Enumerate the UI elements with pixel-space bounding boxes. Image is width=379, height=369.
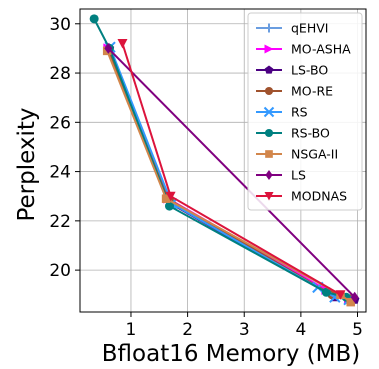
legend-item: qEHVI [256,21,328,36]
data-point [350,291,359,303]
y-tick-label: 20 [49,261,71,281]
data-point [117,38,128,49]
x-tick-label: 4 [295,320,306,340]
data-point [104,42,113,54]
legend-marker [264,86,274,96]
legend-item: MO-RE [256,84,333,99]
legend-label: qEHVI [291,21,328,36]
legend-item: RS-BO [256,126,330,141]
series-line [106,50,352,303]
data-point [164,201,174,211]
data-point [346,297,355,307]
legend-marker [263,106,275,118]
series-modnas [117,38,346,300]
legend-label: LS [291,168,306,183]
y-tick-label: 22 [49,212,71,232]
legend-label: LS-BO [291,63,328,78]
data-point [89,14,99,24]
legend-item: LS-BO [256,63,328,78]
x-tick-label: 2 [182,320,193,340]
legend-marker [264,191,274,201]
legend-item: MO-ASHA [256,42,351,57]
x-tick-label: 1 [126,320,137,340]
legend-marker [264,44,274,54]
legend-marker [264,65,274,74]
series-line [107,47,356,298]
y-axis-label: Perplexity [14,107,40,221]
series-ls [104,42,359,303]
y-tick-label: 26 [49,113,71,133]
legend-box [247,12,363,211]
y-tick-label: 24 [49,163,71,183]
data-point [161,194,171,203]
legend-label: NSGA-II [291,147,338,162]
ticks: 1 2 3 4 5 20 22 24 26 28 30 [49,15,363,340]
legend-label: MO-ASHA [291,42,351,57]
legend-item: LS [256,168,306,183]
legend-item: MODNAS [256,189,347,204]
y-tick-label: 28 [49,64,71,84]
legend-marker [264,128,274,138]
legend-item: NSGA-II [256,147,338,162]
legend-label: RS-BO [291,126,330,141]
data-point [321,287,331,297]
plot-frame [79,8,367,313]
legend: qEHVI MO-ASHA LS-BO MO-RE RS RS-BO NSGA-II LS MO… [247,12,363,211]
legend-marker [265,150,273,158]
legend-label: MODNAS [291,189,347,204]
x-tick-label: 5 [352,320,363,340]
legend-label: MO-RE [291,84,333,99]
y-tick-label: 30 [49,15,71,35]
x-axis-label: Bfloat16 Memory (MB) [102,341,360,367]
series-layer [89,14,360,307]
data-point [165,191,176,202]
x-tick-label: 3 [239,320,250,340]
legend-marker [265,170,273,180]
legend-item: RS [256,105,308,120]
data-point [335,290,346,300]
legend-label: RS [291,105,308,120]
legend-marker [264,23,274,33]
